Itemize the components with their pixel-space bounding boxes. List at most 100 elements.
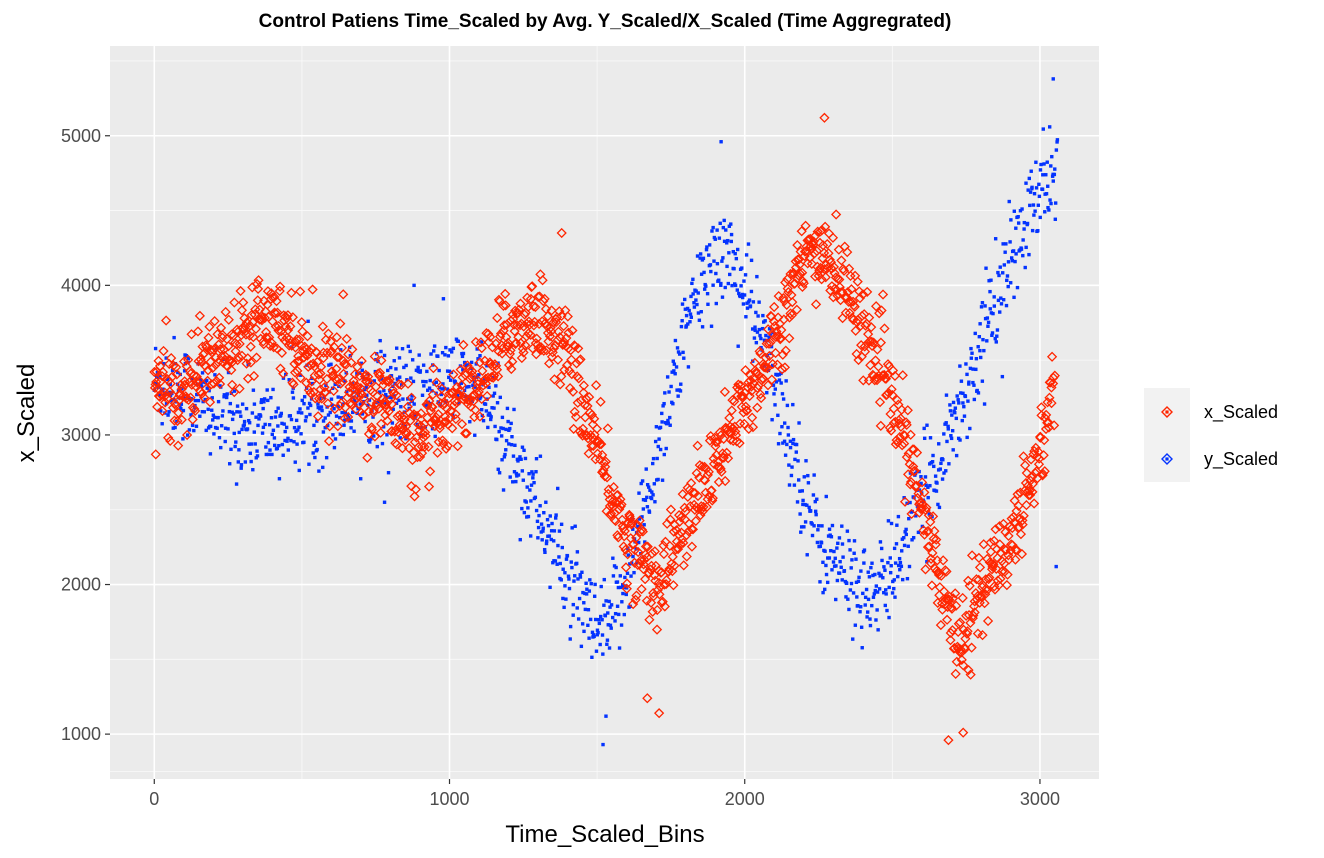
point (369, 351, 380, 362)
point (620, 544, 631, 555)
point (1050, 154, 1054, 159)
point (741, 302, 746, 306)
point (961, 391, 965, 396)
point (866, 322, 877, 333)
point (775, 373, 780, 377)
point (615, 580, 620, 584)
point (827, 556, 832, 560)
point (609, 603, 614, 607)
point (826, 263, 837, 274)
point (1042, 162, 1046, 166)
point (501, 332, 512, 343)
point (1049, 370, 1060, 381)
point (573, 524, 577, 528)
point (323, 426, 327, 430)
point (432, 447, 443, 458)
point (597, 621, 602, 626)
point (679, 324, 684, 329)
point (373, 403, 384, 414)
point (990, 524, 1001, 535)
point (755, 389, 766, 400)
point (326, 413, 331, 417)
point (619, 623, 624, 627)
point (172, 335, 176, 340)
point (527, 281, 538, 292)
point (441, 416, 452, 427)
point (870, 603, 874, 608)
point (525, 293, 536, 305)
point (848, 548, 852, 552)
point (667, 551, 678, 562)
point (969, 356, 974, 360)
point (994, 521, 1005, 532)
point (949, 436, 954, 441)
point (349, 426, 353, 430)
point (502, 337, 514, 348)
point (459, 381, 464, 385)
point (316, 402, 320, 406)
point (636, 524, 640, 529)
point (341, 432, 346, 437)
point (588, 578, 592, 582)
point (949, 642, 960, 654)
point (796, 226, 807, 237)
point (902, 543, 907, 548)
point (683, 297, 687, 302)
point (599, 614, 603, 619)
point (235, 404, 240, 408)
point (484, 409, 489, 413)
point (270, 452, 274, 457)
point (612, 530, 623, 541)
point (717, 236, 722, 240)
point (950, 588, 961, 599)
point (283, 429, 287, 434)
point (753, 325, 757, 329)
point (321, 419, 326, 423)
point (323, 416, 327, 420)
point (719, 386, 730, 398)
point (862, 286, 873, 298)
point (822, 238, 833, 250)
point (1017, 519, 1028, 530)
point (534, 457, 539, 461)
point (531, 349, 542, 360)
point (462, 394, 474, 406)
legend-item-y_Scaled: y_Scaled (1161, 449, 1278, 470)
point (1028, 190, 1033, 194)
point (575, 550, 580, 554)
point (389, 374, 394, 378)
point (771, 383, 776, 387)
point (457, 401, 461, 406)
point (706, 302, 710, 306)
point (647, 485, 651, 489)
point (1016, 548, 1028, 560)
point (1027, 478, 1038, 489)
point (819, 541, 824, 545)
point (982, 348, 986, 353)
point (1030, 442, 1041, 453)
point (605, 638, 610, 642)
point (763, 319, 767, 323)
point (166, 413, 170, 417)
point (761, 338, 772, 349)
point (742, 279, 746, 283)
point (567, 586, 572, 591)
point (1012, 545, 1023, 556)
point (649, 496, 654, 501)
point (512, 320, 523, 331)
point (444, 413, 455, 424)
point (1047, 125, 1052, 129)
point (962, 414, 967, 418)
point (211, 418, 215, 422)
point (592, 594, 597, 598)
point (542, 311, 553, 322)
point (202, 365, 214, 376)
point (386, 426, 398, 437)
point (281, 453, 285, 457)
point (906, 544, 910, 548)
point (590, 655, 594, 660)
point (592, 634, 596, 639)
point (431, 412, 442, 423)
point (714, 271, 718, 276)
point (957, 592, 968, 604)
